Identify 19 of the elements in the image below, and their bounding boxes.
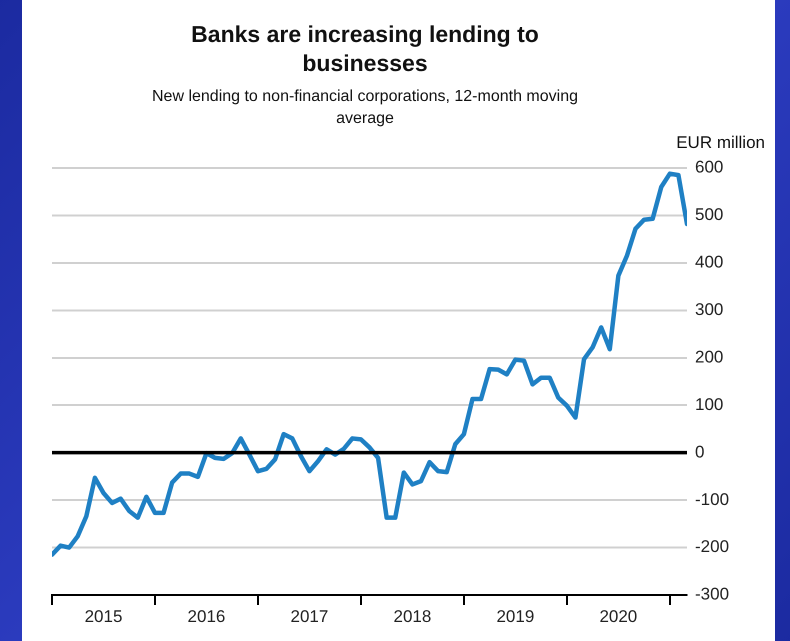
x-tick-label: 2015 (84, 606, 122, 626)
x-tick-label: 2020 (599, 606, 638, 626)
y-tick-label: -300 (695, 584, 730, 604)
x-tick-label: 2018 (393, 606, 432, 626)
y-tick-label: 600 (695, 158, 724, 177)
x-tick-label: 2017 (290, 606, 328, 626)
y-tick-label: 100 (695, 394, 724, 414)
chart-title: Banks are increasing lending to businesses (190, 20, 540, 78)
y-tick-label: 300 (695, 300, 724, 320)
y-tick-label: 200 (695, 347, 724, 366)
y-tick-label: 400 (695, 252, 724, 272)
x-tick-label: 2016 (188, 606, 226, 626)
y-axis-title: EUR million (676, 133, 765, 153)
y-tick-label: -200 (695, 537, 730, 556)
x-tick-label: 2019 (496, 606, 534, 626)
y-tick-label: 0 (695, 442, 704, 462)
chart-subtitle: New lending to non-financial corporations, 12-month moving average (150, 87, 579, 129)
y-tick-label: -100 (695, 490, 730, 509)
y-tick-label: 500 (695, 205, 724, 224)
